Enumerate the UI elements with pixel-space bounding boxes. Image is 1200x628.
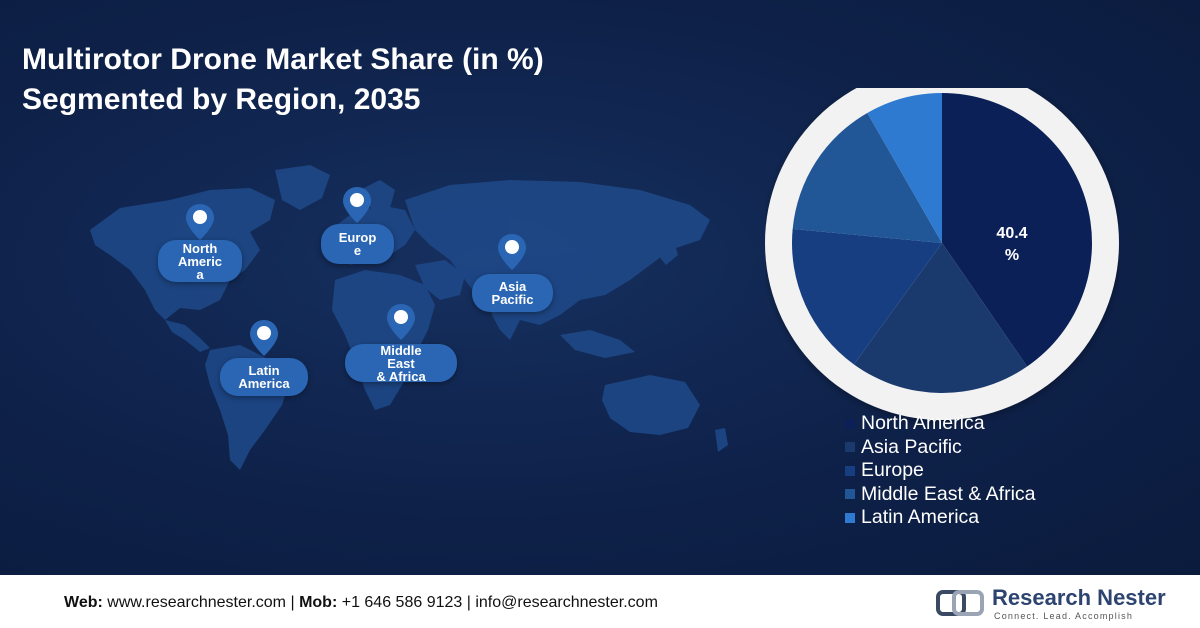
footer: Web: www.researchnester.com | Mob: +1 64… bbox=[0, 575, 1200, 628]
footer-contact: Web: www.researchnester.com | Mob: +1 64… bbox=[64, 594, 658, 612]
pie-slice-middle-east-africa bbox=[792, 112, 942, 243]
map-pin-icon bbox=[387, 304, 415, 340]
mob-value: +1 646 586 9123 bbox=[341, 594, 463, 611]
chart-legend: North America Asia Pacific Europe Middle Ea… bbox=[845, 412, 1036, 530]
logo-tagline: Connect. Lead. Accomplish bbox=[994, 611, 1134, 621]
legend-label: Latin America bbox=[861, 506, 980, 529]
logo-name: Research Nester bbox=[992, 585, 1166, 610]
map-label-middle-east-africa: Middle East & Africa bbox=[345, 344, 457, 383]
map-label-north-america: North Americ a bbox=[158, 240, 242, 282]
pie-slice-latin-america bbox=[867, 93, 942, 243]
web-link[interactable]: www.researchnester.com bbox=[107, 594, 286, 611]
legend-swatch bbox=[845, 512, 855, 523]
pie-slice-europe bbox=[792, 228, 942, 365]
legend-swatch bbox=[845, 442, 855, 453]
map-pin-icon bbox=[186, 204, 214, 240]
pie-slice-north-america bbox=[942, 93, 1092, 367]
email-link[interactable]: info@researchnester.com bbox=[475, 594, 658, 611]
legend-item: Europe bbox=[845, 459, 1036, 483]
map-se-asia bbox=[560, 330, 635, 358]
chart-canvas: Multirotor Drone Market Share (in %) Seg… bbox=[0, 0, 1200, 575]
logo: Research Nester Connect. Lead. Accomplis… bbox=[936, 585, 1176, 621]
map-pin-icon bbox=[498, 234, 526, 270]
map-japan bbox=[658, 235, 678, 265]
map-central-america bbox=[165, 320, 210, 352]
map-label-latin-america: Latin America bbox=[220, 358, 308, 396]
legend-item: Middle East & Africa bbox=[845, 483, 1036, 507]
title-line-2: Segmented by Region, 2035 bbox=[22, 83, 421, 116]
legend-swatch bbox=[845, 418, 855, 429]
legend-label: Europe bbox=[861, 459, 924, 482]
logo-icon bbox=[936, 590, 984, 616]
map-label-europe: Europ e bbox=[321, 224, 394, 264]
legend-label: Asia Pacific bbox=[861, 435, 962, 458]
mob-label: Mob: bbox=[299, 594, 338, 611]
legend-item: Asia Pacific bbox=[845, 436, 1036, 460]
map-label-asia-pacific: Asia Pacific bbox=[472, 274, 553, 312]
map-africa bbox=[332, 270, 435, 410]
map-middle-east bbox=[415, 260, 465, 300]
legend-item: North America bbox=[845, 412, 1036, 436]
web-label: Web: bbox=[64, 594, 103, 611]
legend-item: Latin America bbox=[845, 506, 1036, 530]
map-pin-icon bbox=[250, 320, 278, 356]
map-pin-icon bbox=[343, 187, 371, 223]
separator: | bbox=[290, 594, 295, 611]
map-australia bbox=[602, 375, 700, 435]
pie-slice-asia-pacific bbox=[853, 243, 1028, 393]
chart-title: Multirotor Drone Market Share (in %) Seg… bbox=[22, 40, 544, 120]
legend-swatch bbox=[845, 489, 855, 500]
legend-label: Middle East & Africa bbox=[861, 482, 1036, 505]
map-new-zealand bbox=[715, 428, 728, 452]
legend-swatch bbox=[845, 465, 855, 476]
title-line-1: Multirotor Drone Market Share (in %) bbox=[22, 43, 544, 76]
legend-label: North America bbox=[861, 412, 985, 435]
separator: | bbox=[466, 594, 471, 611]
pie-chart: 40.4% bbox=[765, 88, 1119, 420]
pie-data-label: 40.4% bbox=[996, 225, 1027, 264]
map-greenland bbox=[275, 165, 330, 210]
pie-slices bbox=[792, 93, 1092, 393]
